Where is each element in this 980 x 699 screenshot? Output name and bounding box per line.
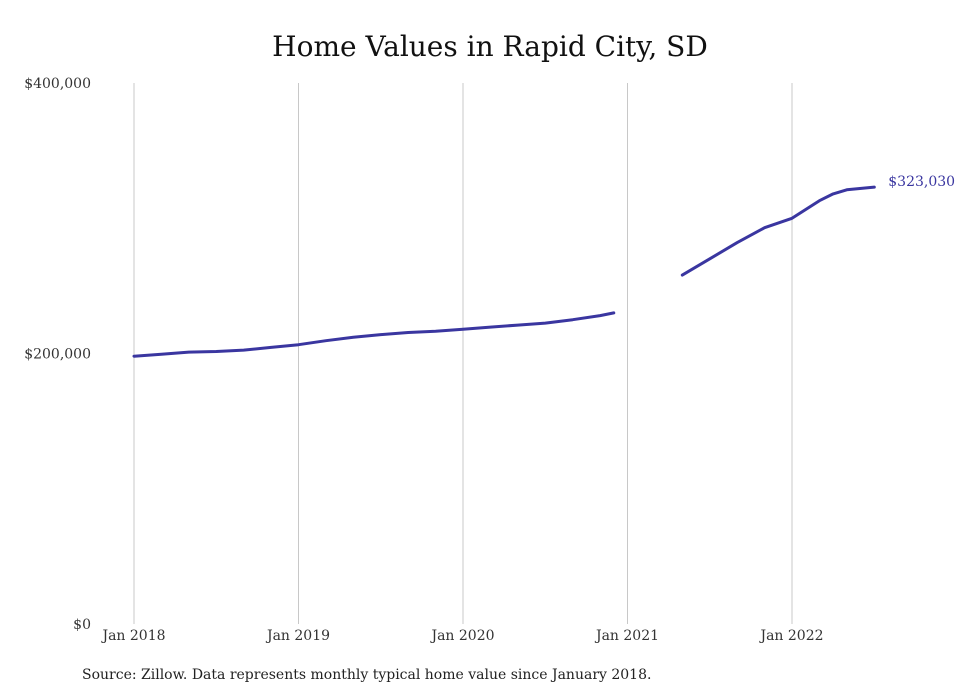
- series-lines: [132, 185, 876, 358]
- x-tick-label: Jan 2020: [429, 628, 494, 644]
- x-tick-label: Jan 2018: [100, 628, 165, 644]
- end-value-label: $323,030: [888, 174, 955, 190]
- y-tick-label: $200,000: [24, 347, 91, 363]
- gridlines: [133, 83, 793, 624]
- series-line-segment-1: [132, 311, 616, 358]
- x-tick-label: Jan 2022: [758, 628, 823, 644]
- x-tick-label: Jan 2021: [594, 628, 659, 644]
- line-chart: Jan 2018 Jan 2019 Jan 2020 Jan 2021 Jan 2022…: [24, 76, 955, 644]
- x-tick-label: Jan 2019: [265, 628, 330, 644]
- source-note: Source: Zillow. Data represents monthly …: [82, 667, 652, 683]
- tick-labels: Jan 2018 Jan 2019 Jan 2020 Jan 2021 Jan 2022…: [24, 76, 955, 644]
- y-tick-label: $0: [73, 617, 91, 633]
- y-tick-label: $400,000: [24, 76, 91, 92]
- series-line-segment-2: [680, 185, 876, 277]
- chart-title: Home Values in Rapid City, SD: [272, 30, 708, 63]
